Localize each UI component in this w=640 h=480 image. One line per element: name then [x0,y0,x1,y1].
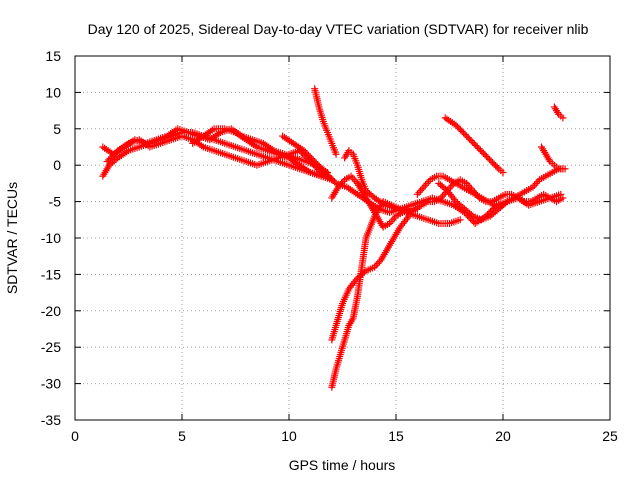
plus-marker [331,178,339,186]
plus-marker [105,156,113,164]
plus-marker [300,147,308,155]
y-tick-label: -20 [41,303,61,319]
plus-marker [111,150,119,158]
plus-marker [321,168,329,176]
plus-marker [493,163,501,171]
series-track-15 [435,179,511,224]
series-track-11 [441,114,507,176]
plus-marker [472,141,480,149]
plus-marker [492,162,500,170]
plus-marker [487,157,495,165]
plus-marker [109,151,117,159]
plus-marker [314,161,322,169]
plus-marker [329,176,337,184]
plus-marker [309,156,317,164]
plus-marker [464,134,472,142]
plus-marker [302,148,310,156]
plus-marker [456,216,464,224]
plus-marker [303,150,311,158]
x-tick-label: 20 [495,428,511,444]
plus-marker [470,140,478,148]
y-tick-label: 15 [45,48,61,64]
series-track-13 [550,103,567,122]
plus-marker [469,138,477,146]
y-tick-label: -30 [41,376,61,392]
plus-marker [503,198,511,206]
plus-marker [318,165,326,173]
plus-marker [502,199,510,207]
plus-marker [499,168,507,176]
plot-frame [74,55,611,421]
plus-marker [466,135,474,143]
plus-marker [473,143,481,151]
plus-marker [455,124,463,132]
grid-lines [75,56,610,420]
x-tick-label: 0 [71,428,79,444]
plus-marker [481,151,489,159]
plus-marker [108,153,116,161]
plus-marker [413,205,421,213]
plus-marker [308,154,316,162]
plus-marker [312,159,320,167]
plus-marker [468,216,476,224]
plus-marker [327,175,335,183]
plus-marker [559,114,567,122]
data-points [99,85,569,391]
plus-marker [103,158,111,166]
plus-marker [463,132,471,140]
plus-marker [326,173,334,181]
chart-title: Day 120 of 2025, Sidereal Day-to-day VTE… [88,21,589,37]
plus-marker [320,167,328,175]
y-tick-label: -35 [41,412,61,428]
x-tick-label: 25 [602,428,618,444]
y-tick-label: -15 [41,266,61,282]
x-tick-label: 15 [388,428,404,444]
x-tick-label: 5 [178,428,186,444]
plus-marker [442,185,450,193]
axis-ticks: 0 5 10 15 20 25 -35 -30 -25 -20 -15 -10 -5 0 5 10 15 [41,48,618,444]
plus-marker [467,211,475,219]
y-tick-label: 0 [53,157,61,173]
plus-marker [484,154,492,162]
plus-marker [478,148,486,156]
plus-marker [305,151,313,159]
y-tick-label: -5 [49,194,62,210]
plus-marker [475,145,483,153]
series-track-10 [341,147,464,227]
plus-marker [332,150,340,158]
plus-marker [476,146,484,154]
y-axis-label: SDTVAR / TECUs [4,182,20,294]
plus-marker [458,127,466,135]
plus-marker [482,152,490,160]
plus-marker [317,164,325,172]
plus-marker [306,153,314,161]
plus-marker [479,149,487,157]
plus-marker [106,154,114,162]
plus-marker [467,137,475,145]
plus-marker [561,165,569,173]
plus-marker [323,170,331,178]
series-track-4 [189,125,336,184]
y-tick-label: 5 [53,121,61,137]
y-tick-label: -10 [41,230,61,246]
y-tick-label: 10 [45,84,61,100]
plus-marker [486,155,494,163]
plus-marker [311,158,319,166]
plus-marker [452,121,460,129]
plus-marker [453,123,461,131]
plus-marker [315,162,323,170]
plus-marker [490,160,498,168]
y-tick-label: -25 [41,339,61,355]
x-axis-label: GPS time / hours [289,457,396,473]
plus-marker [489,159,497,167]
plus-marker [461,131,469,139]
plus-marker [324,172,332,180]
plus-marker [457,126,465,134]
plus-marker [559,194,567,202]
x-tick-label: 10 [281,428,297,444]
plus-marker [460,129,468,137]
series-track-6 [311,85,340,158]
